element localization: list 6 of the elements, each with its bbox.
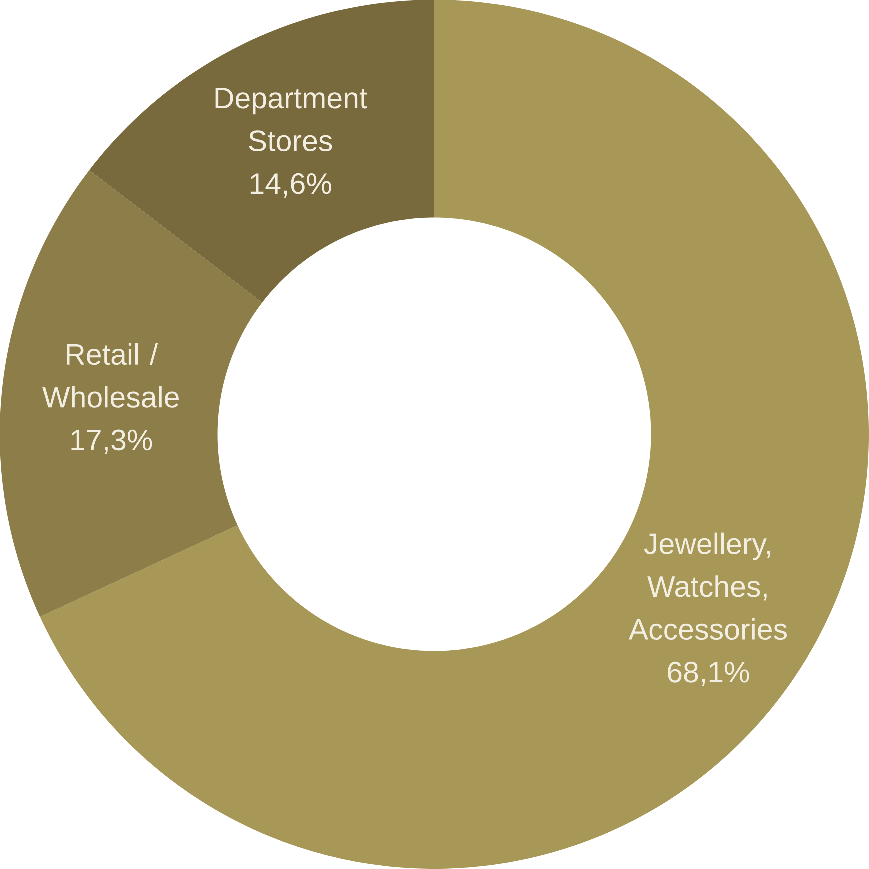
data-label: 17,3% xyxy=(72,430,152,454)
slice-label: Department Stores xyxy=(216,88,368,152)
slice-label: Jewellery, Watches, Accessories xyxy=(628,532,787,640)
data-label: 14,6% xyxy=(250,173,332,198)
slice-label: Retail / Wholesale xyxy=(42,343,179,408)
data-label: 68,1% xyxy=(668,662,750,686)
